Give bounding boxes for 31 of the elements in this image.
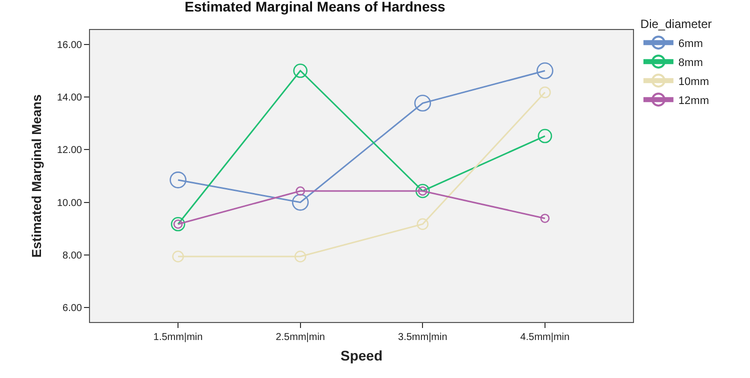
point bbox=[538, 128, 552, 144]
point bbox=[540, 214, 550, 223]
x-tick-label: 1.5mm|min bbox=[153, 332, 203, 343]
point bbox=[172, 250, 184, 262]
x-tick-label: 3.5mm|min bbox=[398, 332, 448, 343]
legend-label: 8mm bbox=[678, 56, 703, 69]
point bbox=[539, 86, 551, 98]
y-tick-label: 16.00 bbox=[56, 40, 82, 51]
y-tick-label: 10.00 bbox=[56, 198, 82, 209]
point bbox=[294, 250, 306, 262]
legend-title: Die_diameter bbox=[640, 17, 712, 32]
point bbox=[416, 184, 430, 198]
point bbox=[292, 194, 309, 211]
chart-title: Estimated Marginal Means of Hardness bbox=[184, 0, 446, 15]
point bbox=[536, 62, 554, 80]
y-tick-label: 8.00 bbox=[62, 250, 82, 262]
point bbox=[416, 218, 429, 230]
point bbox=[293, 64, 308, 78]
point bbox=[414, 94, 432, 112]
point bbox=[170, 172, 186, 188]
x-tick-label: 4.5mm|min bbox=[520, 332, 570, 343]
y-axis-title: Estimated Marginal Means bbox=[28, 94, 44, 258]
point bbox=[296, 186, 305, 196]
y-tick-label: 12.00 bbox=[56, 145, 82, 156]
legend-label: 10mm bbox=[678, 76, 709, 88]
x-tick-label: 2.5mm|min bbox=[276, 332, 325, 343]
y-tick-label: 6.00 bbox=[62, 303, 82, 314]
legend-label: 6mm bbox=[678, 38, 703, 50]
y-tick-label: 14.00 bbox=[56, 92, 82, 104]
x-axis-title: Speed bbox=[340, 347, 383, 364]
legend-label: 12mm bbox=[678, 94, 709, 107]
